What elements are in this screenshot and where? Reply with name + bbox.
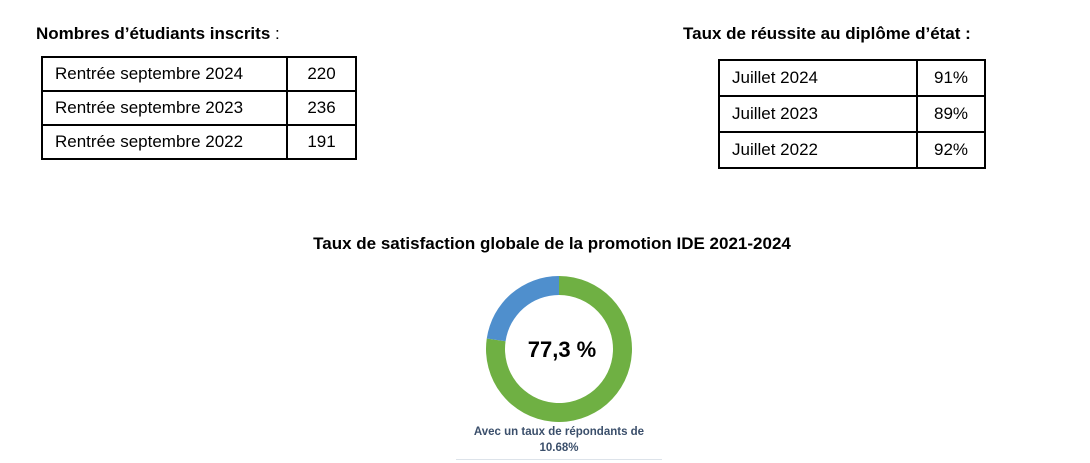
- success-value: 91%: [916, 59, 986, 97]
- success-label: Juillet 2022: [718, 131, 918, 169]
- success-heading: Taux de réussite au diplôme d’état :: [683, 24, 971, 43]
- donut-slice: [486, 276, 559, 342]
- enrollment-label: Rentrée septembre 2022: [41, 124, 288, 160]
- enrollment-heading-colon: :: [270, 24, 280, 43]
- enrollment-heading-text: Nombres d’étudiants inscrits: [36, 24, 271, 43]
- table-row: Juillet 2024 91%: [718, 59, 986, 97]
- success-value: 92%: [916, 131, 986, 169]
- enrollment-table: Rentrée septembre 2024 220 Rentrée septe…: [41, 56, 357, 160]
- success-value: 89%: [916, 95, 986, 133]
- success-label: Juillet 2024: [718, 59, 918, 97]
- table-row: Juillet 2022 92%: [718, 131, 986, 169]
- respondent-rate-caption: Avec un taux de répondants de 10.68%: [473, 426, 645, 454]
- satisfaction-donut-chart: 77,3 %: [486, 276, 632, 422]
- caption-divider: [456, 459, 662, 460]
- satisfaction-title: Taux de satisfaction globale de la promo…: [313, 234, 791, 253]
- table-row: Rentrée septembre 2024 220: [41, 56, 357, 92]
- enrollment-value: 220: [286, 56, 357, 92]
- table-row: Juillet 2023 89%: [718, 95, 986, 133]
- success-table: Juillet 2024 91% Juillet 2023 89% Juille…: [718, 59, 986, 169]
- table-row: Rentrée septembre 2023 236: [41, 90, 357, 126]
- table-row: Rentrée septembre 2022 191: [41, 124, 357, 160]
- donut-slices: [486, 276, 632, 422]
- enrollment-heading: Nombres d’étudiants inscrits :: [36, 24, 280, 44]
- enrollment-value: 236: [286, 90, 357, 126]
- enrollment-value: 191: [286, 124, 357, 160]
- donut-center-label: 77,3 %: [528, 337, 597, 362]
- enrollment-label: Rentrée septembre 2024: [41, 56, 288, 92]
- enrollment-label: Rentrée septembre 2023: [41, 90, 288, 126]
- success-label: Juillet 2023: [718, 95, 918, 133]
